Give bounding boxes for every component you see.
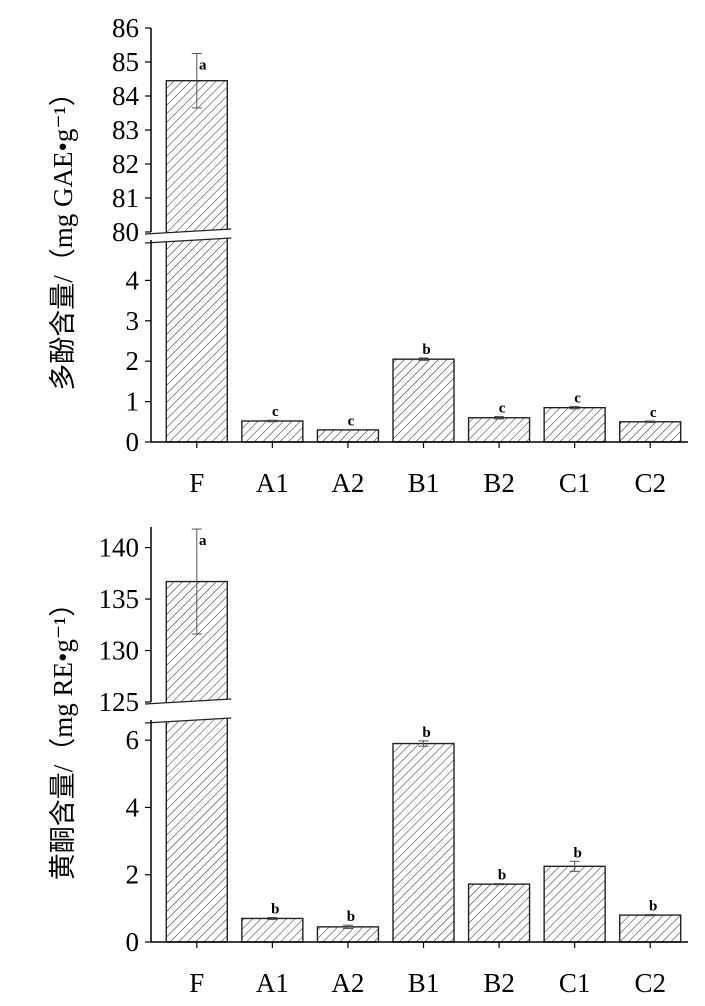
significance-label-F: a [199, 58, 207, 74]
y-tick-label: 135 [99, 584, 140, 614]
category-label-A1: A1 [256, 468, 289, 498]
bar-B2 [467, 417, 531, 443]
y-tick-label: 4 [126, 792, 140, 822]
y-tick-label: 1 [126, 387, 140, 417]
significance-label-A2: c [348, 413, 355, 429]
y-tick-label: 80 [112, 217, 139, 247]
significance-label-C1: b [573, 845, 581, 861]
category-label-B1: B1 [408, 968, 440, 998]
category-label-C2: C2 [634, 968, 666, 998]
y-tick-label: 81 [112, 183, 139, 213]
y-tick-label: 3 [126, 306, 140, 336]
significance-label-C2: c [650, 405, 657, 421]
flavonoid-chart-panel: a Fb A1 b A2 b B1 b B2 b C1 b C2 0 2 4 6 125 130 135 140 黄酮含量… [48, 527, 688, 998]
bar-C1 [543, 406, 606, 443]
axis-break-gap [145, 699, 232, 723]
significance-label-A2: b [347, 909, 355, 925]
y-tick-label: 140 [99, 533, 140, 563]
category-label-A2: A2 [331, 968, 364, 998]
y-tick-label: 85 [112, 47, 139, 77]
y-axis-title: 黄酮含量/（mg RE•g⁻¹） [48, 590, 78, 881]
significance-label-B2: b [498, 867, 506, 883]
y-tick-label: 130 [99, 636, 140, 666]
significance-label-B1: b [422, 725, 430, 741]
bar-C2 [619, 421, 682, 443]
bar-A2 [316, 926, 380, 943]
axis-break-gap [145, 229, 232, 243]
y-tick-label: 4 [126, 265, 140, 295]
category-label-C1: C1 [559, 968, 591, 998]
significance-label-F: a [199, 533, 207, 549]
bar-A1 [241, 420, 304, 443]
category-label-C2: C2 [634, 468, 666, 498]
significance-label-B1: b [422, 342, 430, 358]
significance-label-B2: c [499, 401, 506, 417]
axis-break-mark-bottom [144, 717, 232, 724]
y-axis-title: 多酚含量/（mg GAE•g⁻¹） [48, 79, 78, 391]
y-tick-label: 125 [99, 687, 140, 717]
category-label-A1: A1 [256, 968, 289, 998]
category-label-B2: B2 [483, 968, 515, 998]
y-tick-label: 83 [112, 115, 139, 145]
category-label-A2: A2 [331, 468, 364, 498]
category-label-B1: B1 [408, 468, 440, 498]
category-label-F: F [189, 468, 204, 498]
category-label-F: F [189, 968, 204, 998]
y-tick-label: 84 [112, 81, 140, 111]
y-tick-label: 2 [126, 860, 140, 890]
y-tick-label: 0 [126, 427, 140, 457]
significance-label-C1: c [574, 390, 581, 406]
bar-A2 [316, 429, 380, 443]
axis-break-mark-top [144, 698, 232, 705]
axis-break-mark-top [144, 228, 232, 235]
bar-B1 [392, 742, 455, 943]
bar-F [165, 79, 228, 443]
category-label-B2: B2 [483, 468, 515, 498]
significance-label-A1: c [272, 404, 279, 420]
y-tick-label: 2 [126, 346, 140, 376]
category-label-C1: C1 [559, 468, 591, 498]
bar-F [165, 580, 228, 943]
y-tick-label: 6 [126, 725, 140, 755]
y-tick-label: 0 [126, 927, 140, 957]
y-tick-label: 82 [112, 149, 139, 179]
bar-B1 [392, 358, 455, 443]
significance-label-A1: b [271, 901, 279, 917]
significance-label-C2: b [649, 898, 657, 914]
y-tick-label: 86 [112, 13, 139, 43]
bar-B2 [467, 883, 531, 943]
polyphenol-chart-panel: a Fc A1 c A2 b B1 c B2 c C1 c C2 0 1 2 3 4 80 81 82 83 84 85 86 多… [48, 13, 688, 498]
bar-A1 [241, 917, 304, 943]
bar-C1 [543, 865, 606, 943]
bar-C2 [619, 914, 682, 943]
axis-break-mark-bottom [144, 237, 232, 244]
